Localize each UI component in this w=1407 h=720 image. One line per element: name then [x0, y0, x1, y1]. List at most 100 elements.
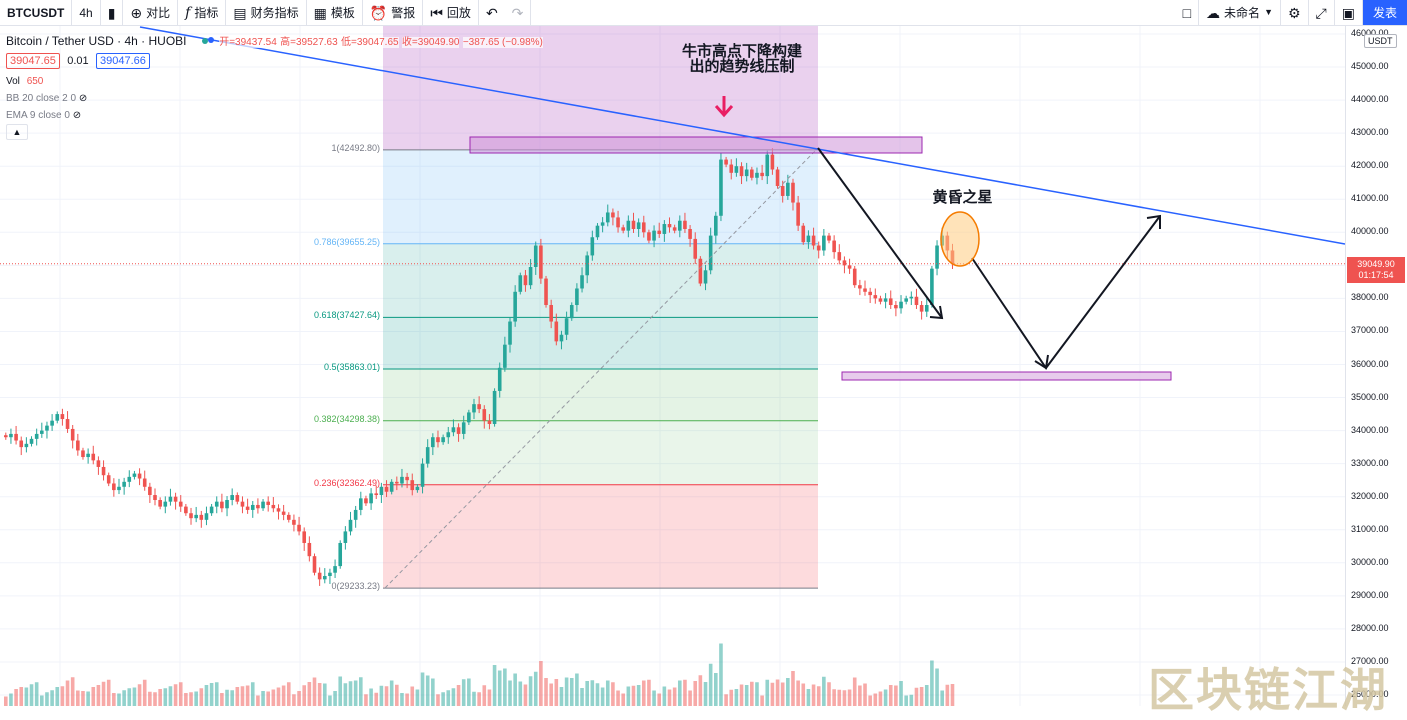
candle-body	[55, 414, 60, 421]
legend-title[interactable]: Bitcoin / Tether USD · 4h · HUOBI	[6, 34, 187, 48]
compare-button[interactable]: ⊕ 对比	[123, 0, 179, 25]
volume-bar	[847, 689, 852, 706]
volume-bar	[14, 689, 18, 706]
publish-button[interactable]: 发表	[1362, 0, 1407, 25]
candle-body	[672, 227, 677, 231]
volume-bar	[235, 687, 240, 706]
candle-body	[780, 186, 785, 196]
layout-toggle-button[interactable]: □	[1176, 0, 1200, 25]
evening-star-label[interactable]: 黄昏之星	[932, 189, 993, 206]
financials-label: 财务指标	[250, 6, 299, 20]
financials-button[interactable]: ▤ 财务指标	[226, 0, 307, 25]
eye-off-icon[interactable]: ⊘	[78, 93, 88, 104]
volume-bar	[508, 680, 512, 706]
fib-level-label: 0.786(39655.25)	[313, 236, 380, 247]
volume-bar	[19, 687, 24, 706]
fib-retracement[interactable]	[383, 26, 818, 589]
candlestick-icon: ▮	[107, 4, 116, 21]
legend-header: Bitcoin / Tether USD · 4h · HUOBI 开=3943…	[6, 33, 543, 48]
status-dot-icon	[201, 38, 208, 44]
candle-body	[631, 220, 636, 229]
replay-button[interactable]: ⏮ 回放	[423, 0, 479, 25]
eye-off-icon[interactable]: ⊘	[72, 110, 82, 121]
volume-bar	[539, 661, 543, 706]
volume-bar	[734, 689, 739, 706]
snapshot-button[interactable]: ▣	[1335, 0, 1363, 25]
volume-bar	[65, 680, 70, 706]
candle-body	[209, 506, 214, 514]
ask-price[interactable]: 39047.66	[96, 53, 150, 69]
compare-label: 对比	[146, 6, 171, 20]
volume-bar	[616, 690, 620, 706]
volume-bar	[647, 679, 651, 706]
volume-bar	[436, 694, 440, 706]
candle-body	[142, 478, 147, 487]
volume-bar	[909, 694, 914, 706]
candle-body	[292, 519, 296, 525]
redo-button[interactable]: ↷	[505, 0, 532, 25]
volume-bar	[163, 688, 168, 706]
candle-body	[395, 481, 399, 484]
resistance-box[interactable]	[469, 136, 923, 154]
volume-bar	[662, 686, 667, 706]
fullscreen-button[interactable]: ⤢	[1309, 0, 1335, 25]
evening-star-circle[interactable]	[940, 211, 980, 267]
candle-body	[477, 404, 481, 410]
price-chart[interactable]	[0, 26, 1345, 706]
candle-body	[24, 443, 29, 448]
camera-icon: ▣	[1341, 4, 1355, 21]
collapse-legend-button[interactable]: ▲	[6, 124, 28, 140]
candle-body	[472, 404, 476, 413]
volume-bar	[585, 681, 589, 706]
volume-bar	[894, 685, 898, 706]
layout-name-button[interactable]: ☁ 未命名 ▼	[1199, 0, 1281, 25]
chart-type-button[interactable]: ▮	[101, 0, 124, 25]
candle-body	[621, 227, 625, 231]
indicators-button[interactable]: f 指标	[178, 0, 227, 25]
volume-bar	[322, 683, 327, 706]
candle-body	[616, 217, 620, 228]
candle-body	[863, 288, 867, 292]
volume-bar	[667, 689, 672, 706]
volume-bar	[425, 675, 430, 706]
price-tick: 46000.00	[1351, 28, 1389, 38]
projected-path[interactable]	[817, 147, 1161, 370]
volume-bar	[173, 684, 178, 706]
volume-bar	[523, 684, 528, 706]
trendline-anchor[interactable]	[208, 37, 214, 43]
volume-legend: Vol 650	[6, 76, 543, 87]
bid-price[interactable]: 39047.65	[6, 53, 60, 69]
fib-level-label: 0.236(32362.49)	[313, 477, 380, 488]
descending-trendline[interactable]	[139, 26, 1345, 245]
candle-body	[698, 258, 703, 284]
volume-bar	[482, 685, 487, 706]
volume-bar	[91, 687, 96, 706]
settings-button[interactable]: ⚙	[1281, 0, 1309, 25]
volume-bar	[914, 687, 919, 706]
trend-annotation[interactable]: 牛市高点下降构建 出的趋势线压制	[652, 44, 832, 74]
fx-icon: f	[185, 4, 191, 21]
candle-body	[858, 285, 862, 289]
volume-bar	[786, 678, 790, 706]
price-axis[interactable]	[1345, 26, 1407, 706]
plus-circle-icon: ⊕	[130, 4, 143, 21]
templates-button[interactable]: ▦ 模板	[307, 0, 363, 25]
undo-button[interactable]: ↶	[479, 0, 505, 25]
volume-bar	[611, 682, 615, 706]
volume-bar	[657, 693, 662, 706]
candle-body	[796, 202, 800, 226]
fib-zone	[383, 484, 818, 589]
ema-indicator[interactable]: EMA 9 close 0 ⊘	[6, 110, 543, 121]
symbol-search[interactable]: BTCUSDT	[0, 0, 73, 25]
alert-button[interactable]: ⏰ 警报	[363, 0, 424, 25]
candle-body	[791, 182, 795, 203]
support-box[interactable]	[841, 371, 1172, 381]
volume-bar	[775, 679, 780, 706]
interval-button[interactable]: 4h	[72, 0, 101, 25]
volume-bar	[930, 660, 934, 706]
price-tick: 35000.00	[1351, 391, 1389, 402]
candle-body	[153, 495, 157, 501]
currency-button[interactable]: USDT	[1364, 34, 1397, 48]
bb-indicator[interactable]: BB 20 close 2 0 ⊘	[6, 93, 543, 104]
candle-body	[847, 265, 852, 269]
